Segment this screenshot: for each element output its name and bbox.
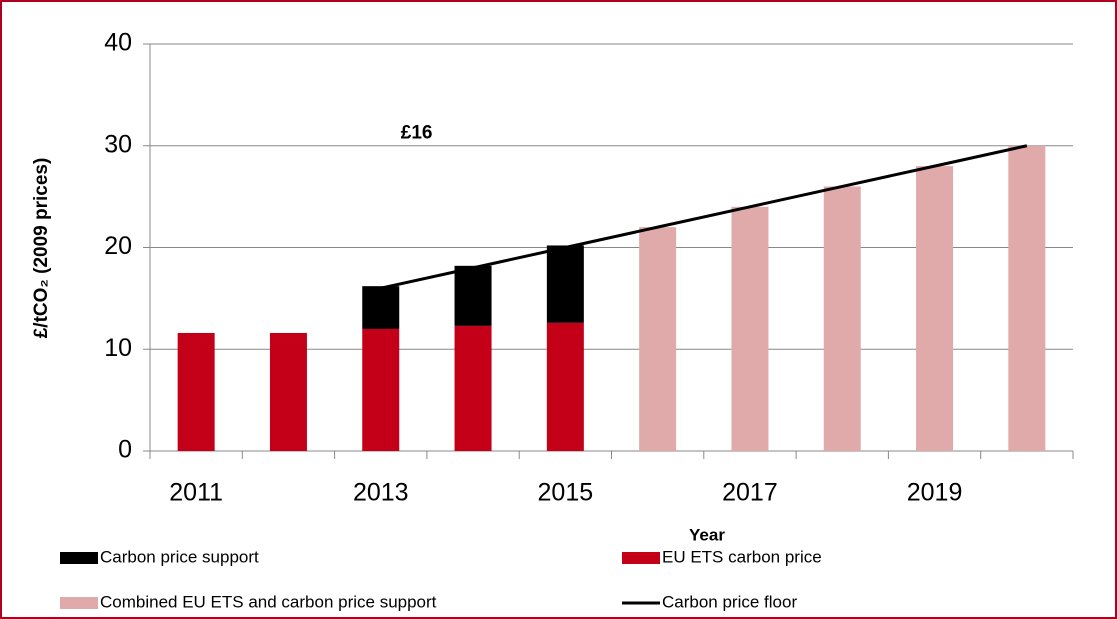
- x-tick-label: 2017: [722, 479, 778, 507]
- y-axis-title: £/tCO₂ (2009 prices): [31, 158, 52, 339]
- bar: [823, 186, 861, 451]
- annotation: £16: [401, 123, 433, 144]
- bar: [362, 286, 400, 329]
- bar: [639, 227, 677, 451]
- legend-label: Carbon price floor: [662, 592, 797, 611]
- legend-swatch: [60, 552, 98, 564]
- bar: [731, 206, 769, 451]
- bar: [177, 332, 215, 451]
- bar: [916, 166, 954, 451]
- x-tick-label: 2011: [169, 479, 223, 507]
- bar: [454, 325, 492, 451]
- line: [380, 144, 1028, 290]
- y-tick-label: 0: [118, 436, 132, 464]
- bar: [362, 328, 400, 451]
- x-tick-label: 2013: [353, 479, 409, 507]
- x-tick-label: 2015: [538, 479, 594, 507]
- y-tick-label: 20: [104, 232, 132, 260]
- legend-label: Carbon price support: [100, 547, 259, 566]
- bar: [1008, 145, 1046, 451]
- bar: [454, 265, 492, 326]
- y-tick-label: 10: [104, 334, 132, 362]
- bar: [269, 332, 307, 451]
- x-axis-title: Year: [689, 525, 725, 544]
- legend-swatch: [622, 552, 660, 564]
- bar: [546, 245, 584, 323]
- y-tick-label: 30: [104, 130, 132, 158]
- legend-swatch: [60, 597, 98, 609]
- x-tick-label: 2019: [907, 479, 963, 507]
- y-tick-label: 40: [104, 29, 132, 57]
- bar: [546, 322, 584, 451]
- legend-label: Combined EU ETS and carbon price support: [100, 592, 437, 611]
- legend-label: EU ETS carbon price: [662, 547, 822, 566]
